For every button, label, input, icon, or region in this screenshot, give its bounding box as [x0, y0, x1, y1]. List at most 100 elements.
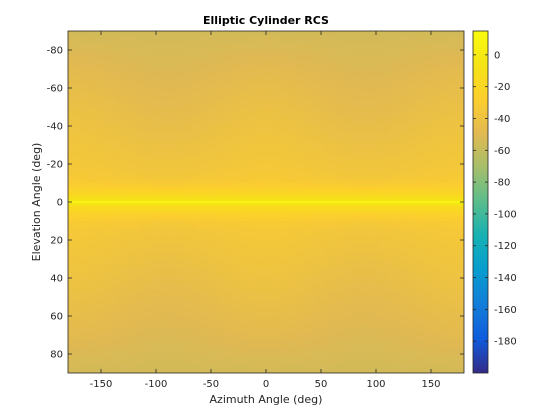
heatmap-cell [279, 95, 285, 100]
heatmap-cell [345, 164, 351, 169]
heatmap-cell [230, 183, 236, 188]
heatmap-cell [230, 236, 236, 241]
heatmap-cell [349, 213, 355, 218]
heatmap-cell [134, 198, 139, 203]
heatmap-cell [103, 171, 109, 176]
heatmap-cell [450, 95, 456, 100]
heatmap-cell [103, 61, 109, 66]
heatmap-cell [156, 213, 161, 218]
heatmap-cell [85, 148, 91, 154]
heatmap-cell [340, 190, 346, 195]
heatmap-cell [437, 194, 443, 199]
heatmap-cell [200, 164, 205, 169]
heatmap-cell [94, 183, 100, 188]
heatmap-cell [433, 141, 439, 146]
heatmap-cell [301, 107, 307, 112]
heatmap-cell [239, 205, 245, 211]
heatmap-cell [274, 224, 280, 230]
heatmap-cell [358, 221, 364, 226]
heatmap-cell [310, 69, 315, 74]
heatmap-cell [90, 95, 95, 100]
heatmap-cell [138, 133, 144, 138]
heatmap-cell [107, 164, 113, 169]
heatmap-cell [182, 183, 188, 188]
heatmap-cell [151, 164, 157, 169]
heatmap-cell [226, 183, 232, 188]
heatmap-cell [340, 34, 346, 40]
heatmap-cell [301, 42, 307, 47]
heatmap-cell [147, 164, 153, 169]
heatmap-cell [349, 164, 355, 169]
heatmap-cell [125, 217, 131, 222]
heatmap-cell [371, 114, 377, 119]
heatmap-cell [85, 76, 91, 81]
heatmap-cell [415, 80, 421, 85]
heatmap-cell [90, 186, 95, 192]
heatmap-cell [200, 141, 205, 146]
heatmap-cell [336, 69, 342, 74]
heatmap-cell [222, 133, 227, 138]
heatmap-cell [230, 84, 236, 89]
heatmap-cell [116, 194, 122, 199]
heatmap-cell [402, 65, 408, 70]
heatmap-cell [134, 194, 139, 199]
heatmap-cell [428, 95, 434, 100]
heatmap-cell [213, 186, 219, 192]
heatmap-cell [411, 69, 417, 74]
heatmap-cell [94, 34, 100, 40]
heatmap-cell [107, 72, 113, 78]
heatmap-cell [283, 179, 289, 184]
heatmap-cell [455, 99, 461, 104]
heatmap-cell [160, 202, 166, 207]
heatmap-cell [160, 224, 166, 230]
heatmap-cell [358, 38, 364, 43]
heatmap-cell [358, 137, 364, 142]
heatmap-cell [402, 205, 408, 211]
heatmap-cell [204, 53, 210, 59]
heatmap-cell [292, 88, 298, 93]
heatmap-cell [244, 236, 249, 241]
heatmap-cell [371, 50, 377, 55]
heatmap-cell [81, 198, 87, 203]
heatmap-cell [142, 91, 148, 97]
heatmap-cell [235, 110, 241, 116]
heatmap-cell [288, 217, 293, 222]
heatmap-cell [358, 61, 364, 66]
heatmap-cell [81, 141, 87, 146]
heatmap-cell [182, 65, 188, 70]
heatmap-cell [257, 84, 263, 89]
heatmap-cell [200, 38, 205, 43]
heatmap-cell [411, 53, 417, 59]
heatmap-cell [415, 236, 421, 241]
heatmap-cell [151, 72, 157, 78]
heatmap-cell [296, 84, 302, 89]
heatmap-cell [151, 118, 157, 123]
heatmap-cell [85, 53, 91, 59]
heatmap-cell [138, 126, 144, 131]
heatmap-cell [72, 34, 78, 40]
heatmap-cell [98, 240, 104, 245]
heatmap-cell [191, 118, 197, 123]
heatmap-cell [134, 46, 139, 51]
heatmap-cell [411, 122, 417, 127]
heatmap-cell [134, 148, 139, 154]
heatmap-cell [257, 80, 263, 85]
heatmap-cell [310, 221, 315, 226]
heatmap-cell [455, 228, 461, 233]
heatmap-cell [230, 65, 236, 70]
heatmap-cell [217, 72, 223, 78]
heatmap-cell [222, 236, 227, 241]
heatmap-cell [90, 175, 95, 180]
heatmap-cell [182, 72, 188, 78]
heatmap-cell [327, 232, 333, 237]
heatmap-cell [433, 91, 439, 97]
heatmap-cell [279, 232, 285, 237]
heatmap-cell [98, 46, 104, 51]
heatmap-cell [213, 72, 219, 78]
heatmap-cell [68, 107, 73, 112]
heatmap-cell [76, 213, 82, 218]
heatmap-cell [85, 72, 91, 78]
heatmap-cell [182, 84, 188, 89]
heatmap-cell [116, 167, 122, 173]
heatmap-cell [292, 224, 298, 230]
